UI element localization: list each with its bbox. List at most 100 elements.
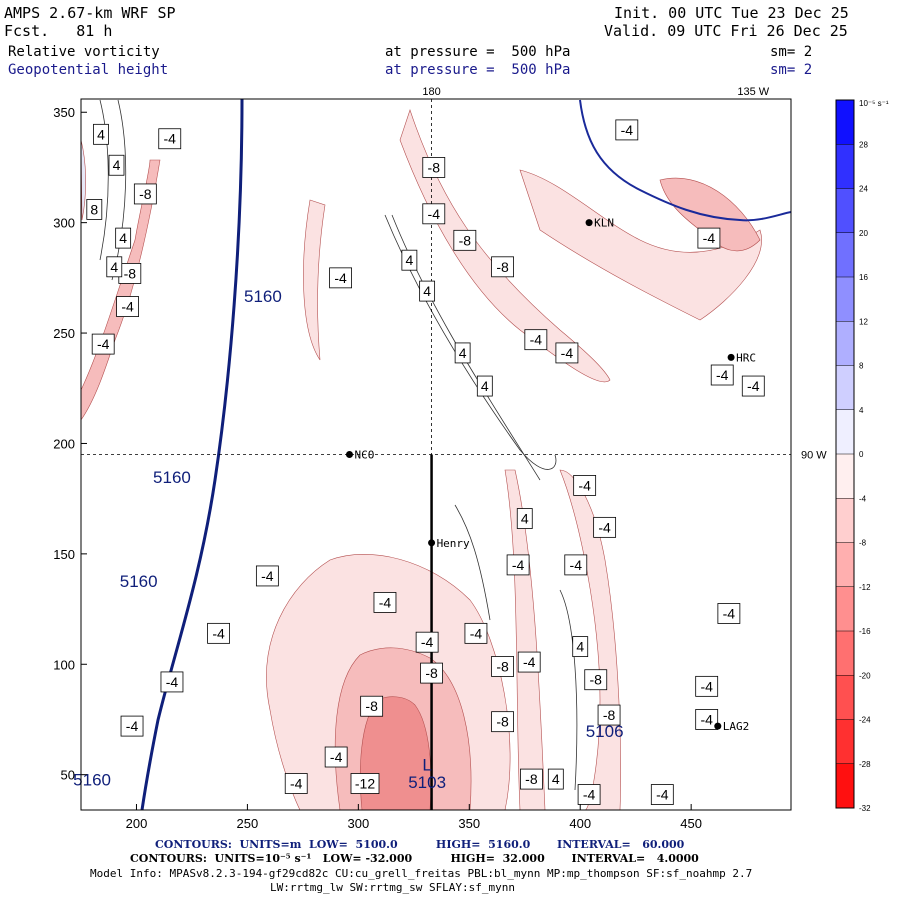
vorticity-label-box	[116, 296, 139, 317]
axes: 200 250 300 350 400 450 50 100 150 200 250 300 350 18…	[53, 86, 827, 831]
vorticity-area-6	[81, 159, 161, 421]
colorbar-tick-label: -16	[859, 627, 871, 636]
top-axis-label: 135 W	[737, 86, 769, 98]
vorticity-label: 4	[481, 378, 489, 394]
vorticity-label-box	[420, 662, 443, 684]
vorticity-label: 4	[423, 283, 431, 299]
vorticity-map: -444-884-8-4-44-4-8-4-844-844-4-4-4-4-4-…	[53, 86, 827, 831]
field2-pressure: at pressure = 500 hPa	[385, 62, 571, 78]
vorticity-label-box	[91, 333, 115, 355]
vorticity-label-box	[520, 768, 543, 790]
station-label: LAG2	[723, 720, 750, 733]
vorticity-label-box	[491, 656, 514, 677]
thin-contour-3	[111, 99, 127, 281]
vorticity-label-box	[207, 622, 230, 644]
vorticity-label-box	[476, 375, 493, 397]
thin-contour-2	[99, 99, 109, 261]
x-tick-label: 400	[569, 816, 591, 831]
vorticity-shading	[81, 109, 762, 810]
vorticity-label-box	[453, 229, 477, 251]
vorticity-area-9	[659, 177, 761, 252]
vorticity-label: -4	[334, 270, 347, 286]
y-tick-label: 300	[53, 216, 75, 231]
vorticity-label-box	[422, 203, 446, 225]
vorticity-label: -4	[583, 787, 596, 803]
height-extremum-label: 5103	[408, 773, 446, 792]
vorticity-label: -4	[126, 718, 139, 734]
station-marker	[345, 451, 353, 458]
vorticity-label: -4	[512, 557, 525, 573]
vorticity-label: -4	[523, 654, 536, 670]
vorticity-label: 4	[119, 230, 127, 246]
vorticity-area-7	[303, 199, 326, 361]
x-tick-label: 200	[126, 816, 148, 831]
colorbar-segment	[836, 277, 854, 322]
colorbar-segment	[836, 763, 854, 808]
vorticity-label-box	[86, 199, 103, 220]
vorticity-label: -4	[470, 625, 483, 641]
vorticity-label-box	[373, 592, 397, 613]
vorticity-label-box	[419, 280, 436, 302]
vorticity-label-box	[415, 631, 439, 653]
vorticity-label: -12	[355, 776, 375, 792]
vorticity-label-box	[741, 375, 765, 397]
vorticity-label: 8	[90, 201, 98, 217]
vorticity-label-box	[615, 119, 639, 141]
station-marker	[428, 539, 436, 547]
height-contour-label: 5160	[120, 572, 158, 591]
vorticity-label-box	[120, 715, 144, 737]
colorbar-segment	[836, 498, 854, 543]
vorticity-label: -4	[561, 345, 574, 361]
vorticity-label-box	[115, 227, 132, 249]
vorticity-label-box	[593, 516, 617, 538]
colorbar-segment	[836, 100, 854, 145]
field1-smoothing: sm= 2	[770, 44, 813, 60]
colorbar-tick-label: -8	[859, 539, 867, 548]
height-extremum-label: 5106	[586, 722, 624, 741]
vorticity-label-box	[106, 256, 123, 278]
vorticity-label-box	[491, 711, 514, 733]
x-tick-label: 300	[347, 816, 369, 831]
station-label: Henry	[437, 537, 470, 550]
vorticity-label: -4	[212, 625, 225, 641]
vorticity-label: -4	[700, 711, 713, 727]
vorticity-label-box	[547, 768, 564, 790]
vorticity-label: -4	[570, 557, 583, 573]
height-extremum-label: L	[422, 755, 431, 774]
vorticity-label: -8	[496, 259, 509, 275]
colorbar-tick-label: -24	[859, 716, 871, 725]
vorticity-area-8	[519, 169, 762, 321]
height-contour-info: CONTOURS: UNITS=m LOW= 5100.0 HIGH= 5160…	[155, 838, 685, 851]
vorticity-label-box	[695, 675, 719, 697]
vorticity-label-box	[697, 227, 721, 249]
vorticity-label: -4	[598, 519, 611, 535]
colorbar-segment	[836, 232, 854, 277]
map-overlay: -444-884-8-4-44-4-8-4-844-844-4-4-4-4-4-…	[73, 99, 791, 810]
vorticity-label: -4	[379, 594, 392, 610]
vorticity-label-box	[255, 565, 279, 587]
vorticity-label: -8	[590, 672, 603, 688]
vorticity-label-box	[491, 256, 514, 278]
vorticity-label-box	[464, 622, 488, 644]
vorticity-label-box	[160, 671, 184, 693]
vorticity-label: -4	[700, 678, 713, 694]
vorticity-label: -4	[121, 299, 134, 315]
vorticity-label-box	[108, 154, 125, 176]
y-tick-label: 200	[53, 436, 75, 451]
x-tick-label: 450	[680, 816, 702, 831]
coastline	[579, 99, 791, 222]
colorbar: 10⁻⁵ s⁻¹ 28 24 20 16 12 8 4 0 -4 -8 -12 -16 -20 -24 -28…	[835, 99, 889, 812]
colorbar-tick-label: 12	[859, 317, 868, 326]
vorticity-label-box	[324, 746, 348, 768]
valid-time: Valid. 09 UTC Fri 26 Dec 25	[604, 22, 848, 40]
vorticity-label: 4	[113, 157, 121, 173]
colorbar-segment	[836, 454, 854, 499]
vorticity-label: -4	[330, 749, 343, 765]
vorticity-label: -8	[428, 159, 441, 175]
colorbar-tick-label: 24	[859, 185, 868, 194]
thin-contour-4	[454, 504, 491, 621]
station-label: HRC	[736, 351, 756, 364]
vorticity-label: -8	[425, 665, 438, 681]
vorticity-label-box	[564, 554, 588, 576]
colorbar-segment	[836, 188, 854, 233]
